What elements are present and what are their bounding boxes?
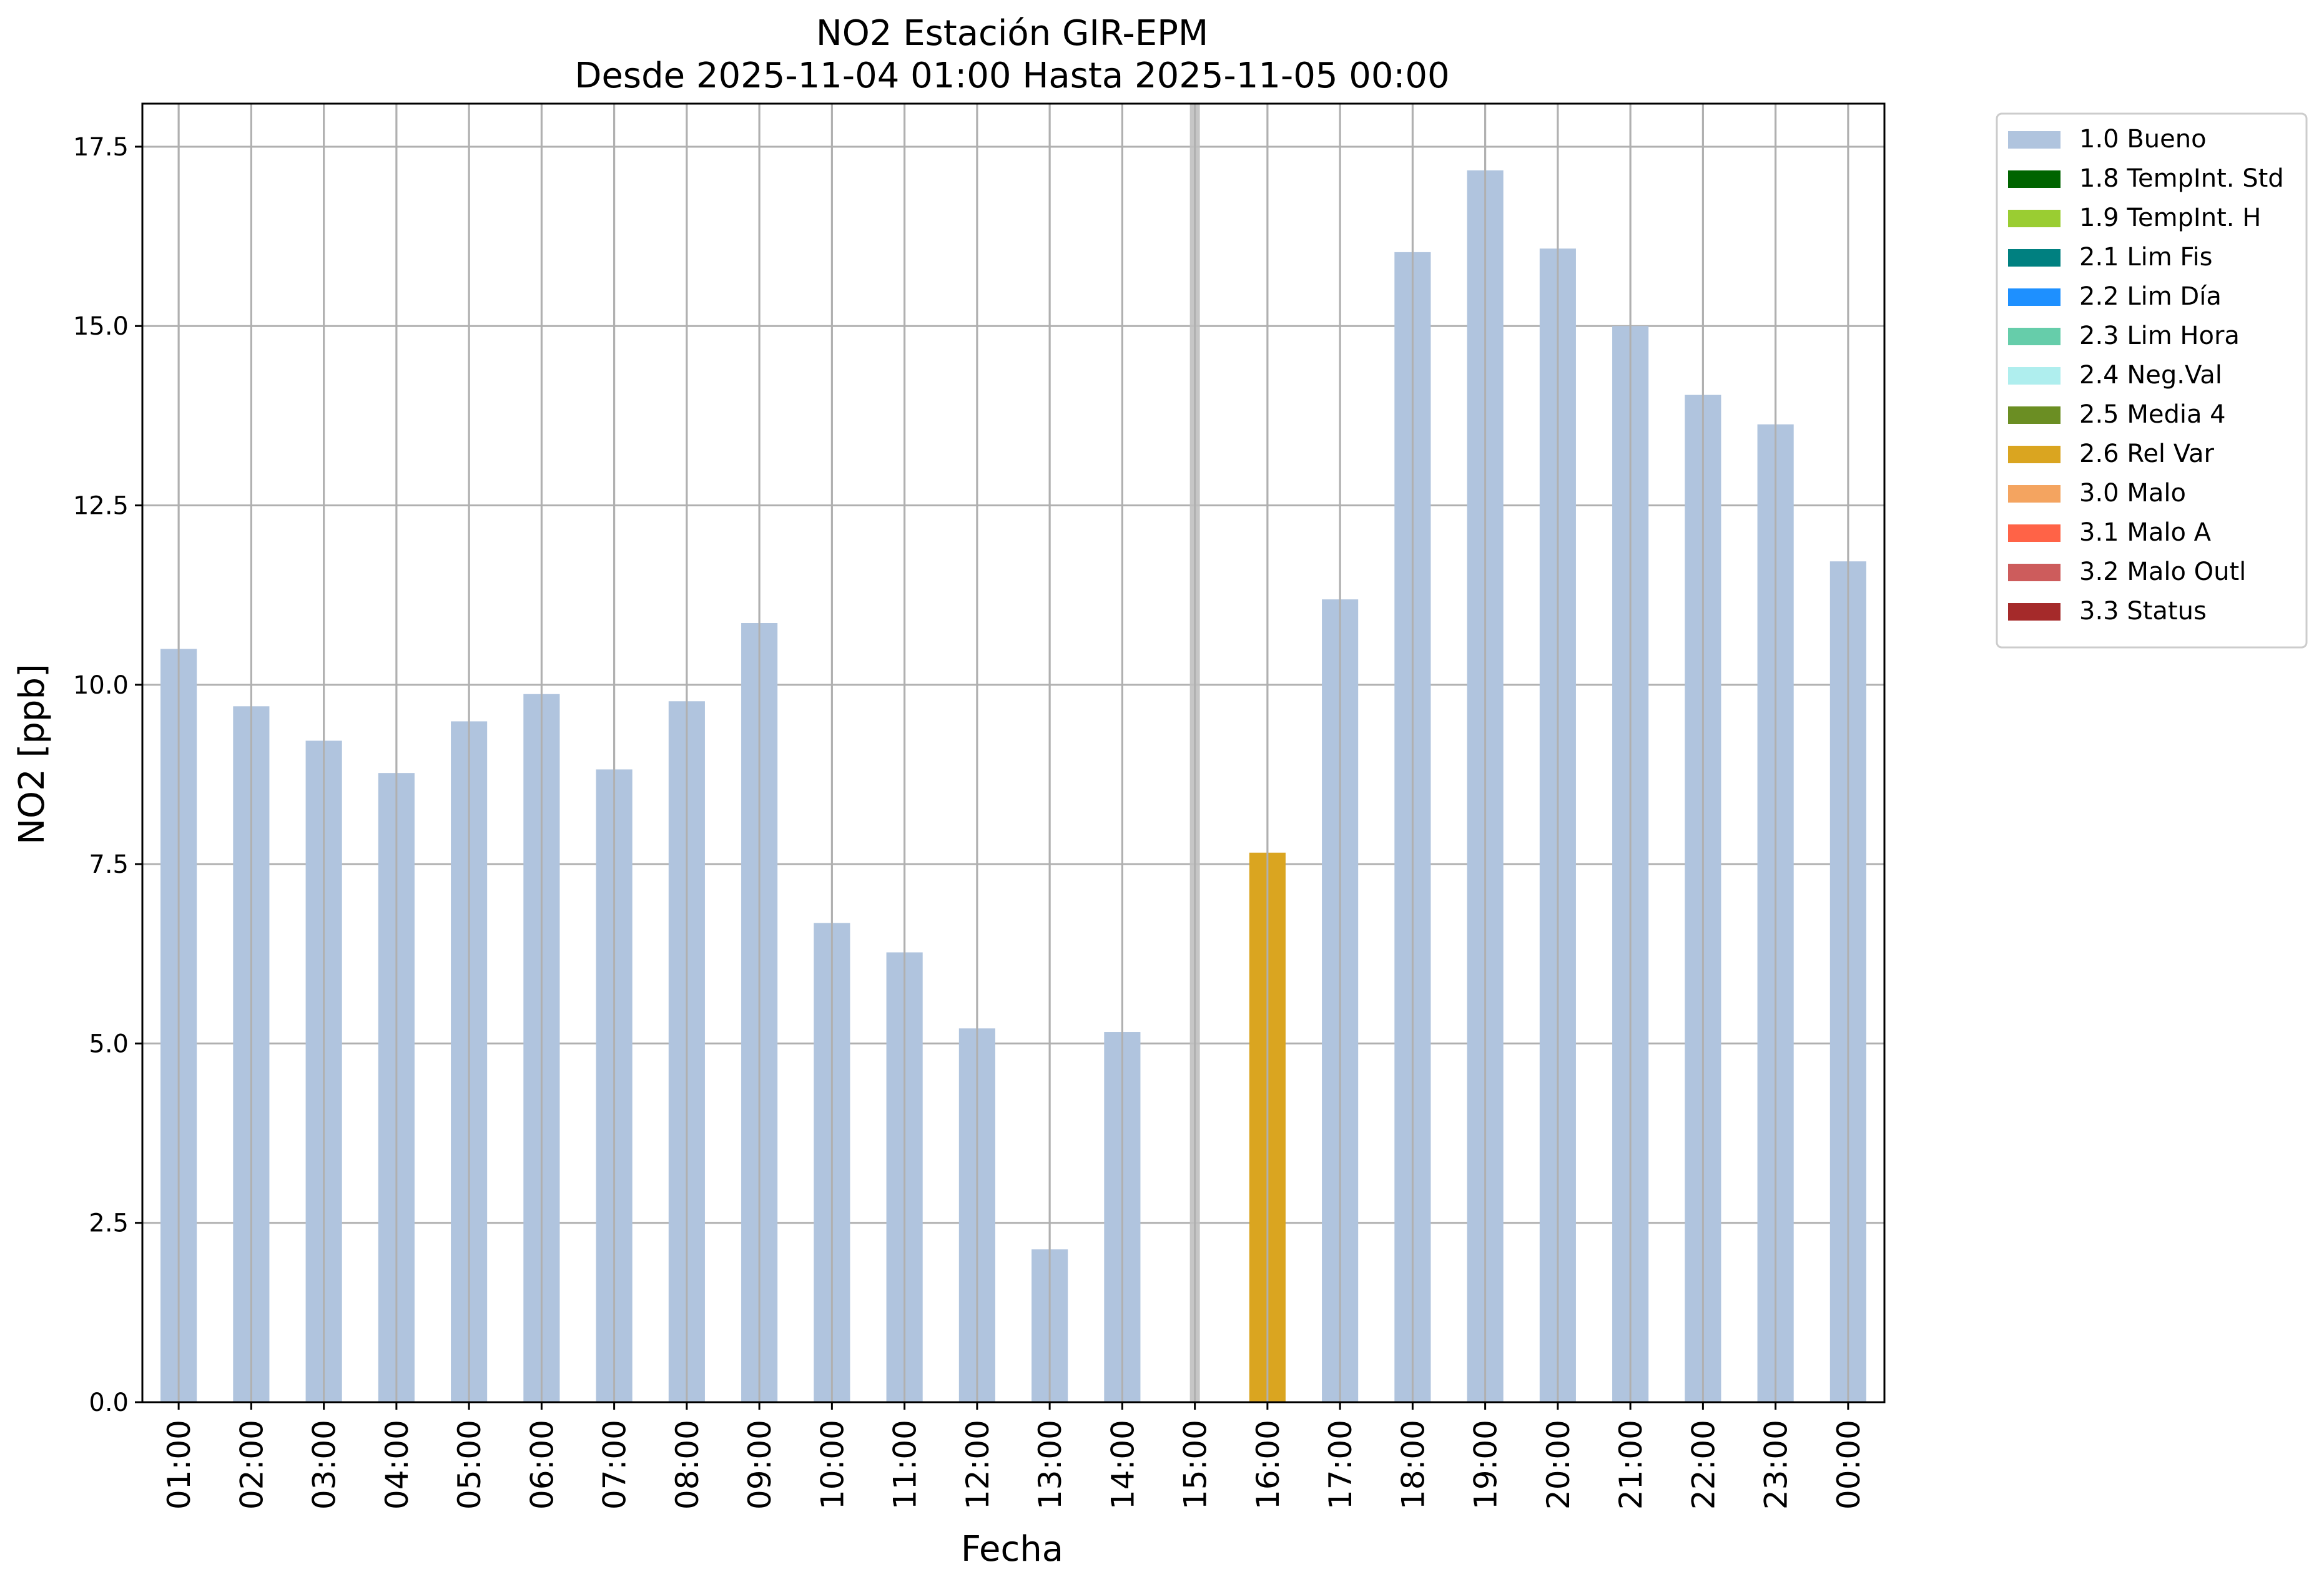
x-tick-label: 12:00 xyxy=(960,1420,996,1510)
legend-swatch xyxy=(2008,210,2061,227)
x-tick-label: 01:00 xyxy=(161,1420,197,1510)
legend-label: 2.1 Lim Fis xyxy=(2079,243,2212,272)
x-tick-label: 18:00 xyxy=(1395,1420,1431,1510)
y-axis-label: NO2 [ppb] xyxy=(12,664,52,845)
legend-label: 3.1 Malo A xyxy=(2079,518,2212,547)
x-tick-label: 02:00 xyxy=(234,1420,270,1510)
legend-swatch xyxy=(2008,170,2061,188)
x-tick-label: 00:00 xyxy=(1831,1420,1867,1510)
legend-swatch xyxy=(2008,367,2061,385)
x-tick-label: 14:00 xyxy=(1105,1420,1141,1510)
legend-label: 3.2 Malo Outl xyxy=(2079,558,2246,586)
legend-swatch xyxy=(2008,485,2061,503)
y-tick-label: 7.5 xyxy=(89,850,129,879)
x-axis-label: Fecha xyxy=(961,1529,1063,1570)
y-tick-label: 10.0 xyxy=(73,671,129,700)
legend-swatch xyxy=(2008,603,2061,621)
chart-subtitle: Desde 2025-11-04 01:00 Hasta 2025-11-05 … xyxy=(574,56,1449,96)
ticks: 0.0 2.5 5.0 7.5 10.0 12.5 15.0 17.5 01:00 02:00 03… xyxy=(73,133,1867,1510)
x-tick-label: 08:00 xyxy=(669,1420,706,1510)
x-tick-label: 17:00 xyxy=(1322,1420,1359,1510)
x-tick-label: 05:00 xyxy=(451,1420,488,1510)
legend-label: 1.0 Bueno xyxy=(2079,125,2207,154)
x-tick-label: 15:00 xyxy=(1178,1420,1214,1510)
y-tick-label: 17.5 xyxy=(73,133,129,162)
x-tick-label: 11:00 xyxy=(887,1420,923,1510)
x-tick-label: 23:00 xyxy=(1758,1420,1795,1510)
legend-swatch xyxy=(2008,288,2061,306)
x-tick-label: 13:00 xyxy=(1032,1420,1068,1510)
legend-swatch xyxy=(2008,131,2061,149)
x-tick-label: 20:00 xyxy=(1540,1420,1577,1510)
x-tick-label: 19:00 xyxy=(1468,1420,1504,1510)
y-tick-label: 15.0 xyxy=(73,312,129,341)
legend-label: 3.0 Malo xyxy=(2079,479,2186,508)
x-tick-label: 09:00 xyxy=(742,1420,778,1510)
legend-label: 2.4 Neg.Val xyxy=(2079,361,2222,390)
plot-frame xyxy=(141,102,1886,1403)
legend: 1.0 Bueno 1.8 TempInt. Std 1.9 TempInt. H 2… xyxy=(1996,112,2308,649)
legend-label: 2.2 Lim Día xyxy=(2079,282,2222,311)
legend-label: 1.8 TempInt. Std xyxy=(2079,164,2284,193)
bars xyxy=(160,104,1866,1403)
chart-title: NO2 Estación GIR-EPM xyxy=(816,13,1208,54)
x-tick-label: 04:00 xyxy=(379,1420,415,1510)
legend-swatch xyxy=(2008,328,2061,345)
legend-box xyxy=(1996,112,2308,649)
y-tick-label: 2.5 xyxy=(89,1209,129,1238)
x-tick-label: 03:00 xyxy=(307,1420,343,1510)
legend-label: 3.3 Status xyxy=(2079,597,2207,626)
x-tick-label: 10:00 xyxy=(814,1420,850,1510)
y-tick-label: 5.0 xyxy=(89,1029,129,1058)
x-tick-label: 22:00 xyxy=(1685,1420,1721,1510)
y-tick-label: 0.0 xyxy=(89,1388,129,1417)
x-tick-label: 07:00 xyxy=(597,1420,633,1510)
legend-swatch xyxy=(2008,406,2061,424)
y-tick-label: 12.5 xyxy=(73,492,129,521)
x-tick-label: 16:00 xyxy=(1250,1420,1286,1510)
legend-label: 2.5 Media 4 xyxy=(2079,400,2226,429)
legend-label: 1.9 TempInt. H xyxy=(2079,204,2261,232)
legend-label: 2.6 Rel Var xyxy=(2079,440,2215,468)
legend-label: 2.3 Lim Hora xyxy=(2079,322,2240,350)
legend-swatch xyxy=(2008,249,2061,267)
x-tick-label: 06:00 xyxy=(524,1420,560,1510)
legend-swatch xyxy=(2008,524,2061,542)
legend-swatch xyxy=(2008,564,2061,581)
x-tick-label: 21:00 xyxy=(1613,1420,1649,1510)
legend-swatch xyxy=(2008,446,2061,463)
